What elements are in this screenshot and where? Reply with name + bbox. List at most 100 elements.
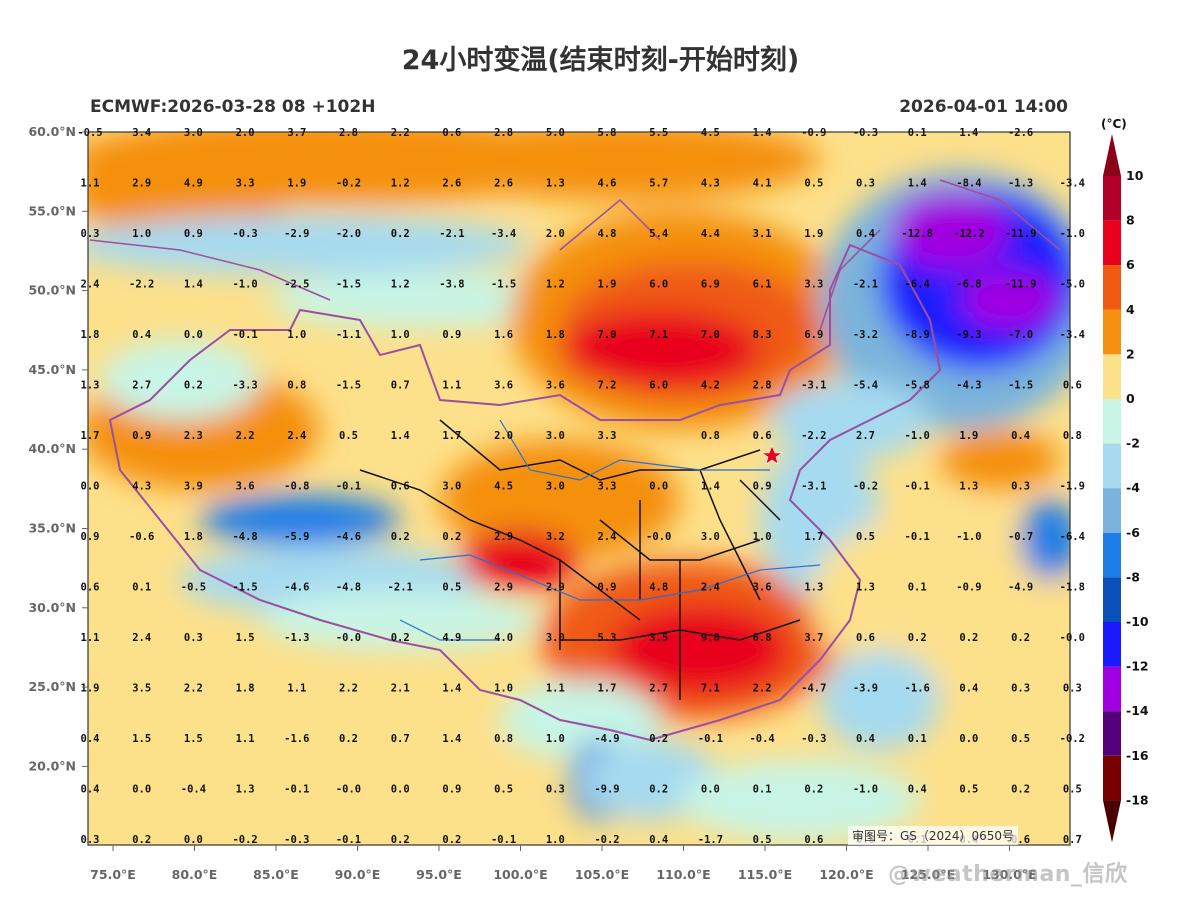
- grid-value: 2.2: [391, 127, 410, 139]
- grid-value: -4.8: [336, 582, 361, 594]
- grid-value: 1.7: [804, 531, 823, 543]
- grid-value: 0.5: [959, 784, 978, 796]
- grid-value: 0.3: [856, 178, 875, 190]
- grid-value: 0.6: [753, 430, 772, 442]
- grid-value: 3.7: [804, 632, 823, 644]
- grid-value: 0.7: [391, 733, 410, 745]
- grid-value: 4.5: [494, 481, 513, 493]
- grid-value: 0.2: [1011, 632, 1030, 644]
- grid-value: 7.2: [598, 380, 617, 392]
- grid-value: 1.1: [442, 380, 461, 392]
- colorbar-segment: [1103, 265, 1121, 310]
- grid-value: 3.5: [649, 632, 668, 644]
- lat-tick-label: 20.0°N: [28, 758, 76, 773]
- colorbar-label: 8: [1126, 213, 1135, 228]
- grid-value: 3.6: [236, 481, 255, 493]
- lat-tick-label: 25.0°N: [28, 679, 76, 694]
- grid-value: 0.0: [649, 481, 668, 493]
- colorbar-unit: (°C): [1101, 117, 1127, 131]
- grid-value: 0.9: [442, 784, 461, 796]
- grid-value: 1.0: [546, 733, 565, 745]
- grid-value: 0.9: [184, 228, 203, 240]
- valid-time-label: 2026-04-01 14:00: [899, 97, 1068, 117]
- grid-value: 7.0: [598, 329, 617, 341]
- colorbar-label: -16: [1126, 748, 1149, 763]
- grid-value: 3.3: [598, 481, 617, 493]
- lon-tick-label: 115.0°E: [738, 867, 792, 882]
- grid-value: 0.0: [184, 834, 203, 846]
- grid-value: 0.5: [753, 834, 772, 846]
- grid-value: -11.9: [1005, 228, 1037, 240]
- colorbar-label: -4: [1126, 480, 1140, 495]
- grid-value: -0.8: [284, 481, 309, 493]
- grid-value: 0.2: [649, 784, 668, 796]
- grid-value: 1.4: [701, 481, 720, 493]
- grid-value: 1.3: [546, 178, 565, 190]
- grid-value: 1.7: [442, 430, 461, 442]
- grid-value: 3.0: [546, 481, 565, 493]
- grid-value: -4.8: [232, 531, 257, 543]
- grid-value: 0.2: [649, 733, 668, 745]
- grid-value: -4.9: [594, 733, 619, 745]
- grid-value: -12.2: [953, 228, 985, 240]
- grid-value: 0.8: [494, 733, 513, 745]
- grid-value: 5.4: [649, 228, 668, 240]
- grid-value: -1.0: [853, 784, 878, 796]
- grid-value: -0.4: [749, 733, 774, 745]
- temperature-field: [88, 132, 1070, 845]
- grid-value: 0.9: [753, 481, 772, 493]
- grid-value: 0.3: [1063, 683, 1082, 695]
- colorbar-label: -10: [1126, 614, 1149, 629]
- grid-value: -1.0: [1060, 228, 1085, 240]
- grid-value: -6.8: [956, 279, 981, 291]
- grid-value: 1.4: [959, 127, 978, 139]
- grid-value: 1.8: [546, 329, 565, 341]
- grid-value: -3.1: [801, 380, 826, 392]
- grid-value: 2.4: [701, 582, 720, 594]
- colorbar-label: -12: [1126, 659, 1149, 674]
- grid-value: 0.6: [804, 834, 823, 846]
- grid-value: 0.5: [1011, 733, 1030, 745]
- lon-tick-label: 125.0°E: [901, 867, 955, 882]
- grid-value: 1.9: [804, 228, 823, 240]
- colorbar-segment: [1103, 622, 1121, 667]
- grid-value: 0.2: [391, 531, 410, 543]
- grid-value: 0.2: [442, 834, 461, 846]
- grid-value: 4.2: [701, 380, 720, 392]
- grid-value: 1.3: [959, 481, 978, 493]
- grid-value: 0.9: [442, 329, 461, 341]
- colorbar-segment: [1103, 220, 1121, 266]
- grid-value: 0.7: [1063, 834, 1082, 846]
- grid-value: 1.0: [494, 683, 513, 695]
- lon-tick-label: 130.0°E: [982, 867, 1036, 882]
- grid-value: 1.3: [236, 784, 255, 796]
- grid-value: 3.6: [494, 380, 513, 392]
- colorbar-segment: [1103, 666, 1121, 712]
- grid-value: -1.9: [1060, 481, 1085, 493]
- grid-value: 2.4: [598, 531, 617, 543]
- grid-value: 2.2: [753, 683, 772, 695]
- grid-value: 6.1: [753, 279, 772, 291]
- grid-value: -0.4: [181, 784, 206, 796]
- grid-value: 0.4: [81, 733, 100, 745]
- grid-value: 1.4: [442, 683, 461, 695]
- grid-value: 3.4: [132, 127, 151, 139]
- grid-value: 4.9: [184, 178, 203, 190]
- grid-value: 1.1: [287, 683, 306, 695]
- colorbar-segment: [1103, 399, 1121, 444]
- grid-value: 2.9: [546, 582, 565, 594]
- grid-value: -1.5: [336, 279, 361, 291]
- grid-value: 0.9: [81, 531, 100, 543]
- grid-value: -3.1: [801, 481, 826, 493]
- grid-value: -4.3: [956, 380, 981, 392]
- grid-value: 1.9: [959, 430, 978, 442]
- grid-value: 0.4: [1011, 430, 1030, 442]
- grid-value: 1.9: [598, 279, 617, 291]
- grid-value: 4.6: [598, 178, 617, 190]
- lat-tick-label: 30.0°N: [28, 600, 76, 615]
- lon-tick-label: 80.0°E: [172, 867, 218, 882]
- grid-value: -8.4: [956, 178, 981, 190]
- grid-value: 1.7: [81, 430, 100, 442]
- grid-value: 0.2: [184, 380, 203, 392]
